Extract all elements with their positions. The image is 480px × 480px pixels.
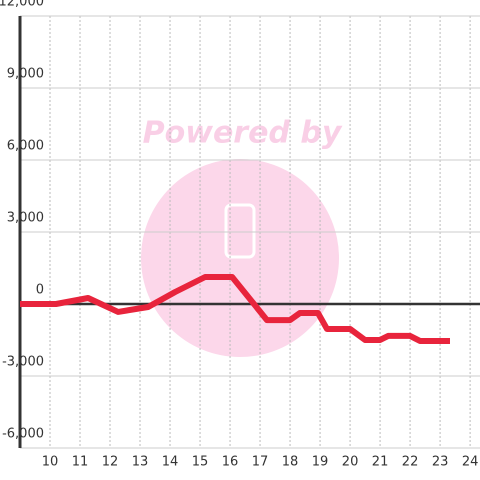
x-tick-label: 19 — [312, 455, 329, 470]
y-tick-label: 6,000 — [7, 139, 44, 154]
y-tick-label: -6,000 — [2, 427, 44, 442]
x-tick-label: 23 — [432, 455, 449, 470]
y-tick-label: 0 — [36, 283, 44, 298]
x-tick-label: 13 — [132, 455, 149, 470]
watermark-icon — [224, 203, 256, 259]
x-tick-label: 18 — [282, 455, 299, 470]
y-tick-label: 3,000 — [7, 211, 44, 226]
x-tick-label: 10 — [42, 455, 59, 470]
x-tick-label: 21 — [372, 455, 389, 470]
x-tick-label: 12 — [102, 455, 119, 470]
x-tick-label: 17 — [252, 455, 269, 470]
x-tick-label: 22 — [402, 455, 419, 470]
line — [20, 274, 450, 344]
watermark-text: Powered by — [143, 116, 343, 151]
x-tick-label: 16 — [222, 455, 239, 470]
x-tick-label: 24 — [462, 455, 479, 470]
x-tick-label: 15 — [192, 455, 209, 470]
y-tick-label: -3,000 — [2, 355, 44, 370]
x-tick-label: 14 — [162, 455, 179, 470]
watermark: Powered by — [141, 116, 343, 357]
x-tick-label: 20 — [342, 455, 359, 470]
y-tick-label: 12,000 — [0, 0, 44, 10]
y-tick-label: 9,000 — [7, 67, 44, 82]
x-tick-label: 11 — [72, 455, 89, 470]
